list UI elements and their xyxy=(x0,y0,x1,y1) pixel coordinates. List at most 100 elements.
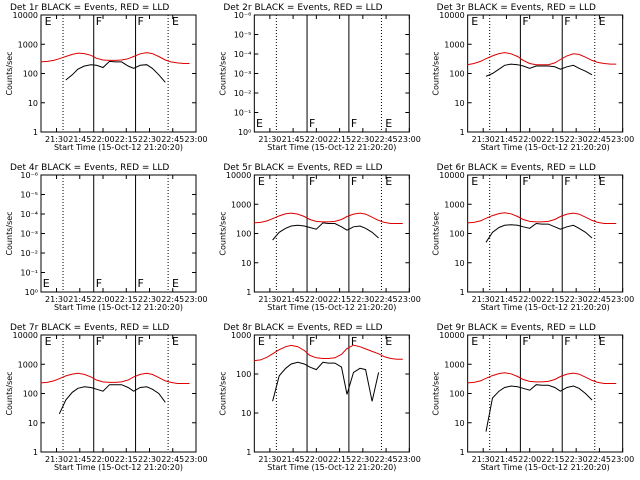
y-tick-label: 1 xyxy=(460,448,465,457)
series-line-red xyxy=(40,372,190,384)
x-tick-label: 21:45 xyxy=(282,295,305,304)
y-tick-label: 1000 xyxy=(444,200,464,209)
plot-frame xyxy=(467,14,624,133)
x-tick-label: 22:45 xyxy=(588,295,611,304)
series-line-red xyxy=(467,372,617,384)
x-axis-label: Start Time (15-Oct-12 21:20:20) xyxy=(54,463,183,472)
x-tick-label: 22:30 xyxy=(565,135,588,144)
x-tick-label: 22:45 xyxy=(161,295,184,304)
y-tick-label: 10000 xyxy=(439,331,464,340)
flag-label: E xyxy=(599,15,606,28)
panel-title: Det 7r BLACK = Events, RED = LLD xyxy=(10,323,169,333)
x-tick-label: 22:15 xyxy=(541,135,564,144)
y-tick-label: 10⁻¹ xyxy=(234,109,252,118)
y-tick-label: 1 xyxy=(460,128,465,137)
x-tick-label: 21:45 xyxy=(68,295,91,304)
detector-panel-4: Det 4r BLACK = Events, RED = LLD 10⁰ 10⁻¹ 1… xyxy=(5,163,208,312)
y-tick-label: 10000 xyxy=(13,11,38,20)
flag-label: E xyxy=(599,335,606,348)
series-line-red xyxy=(40,52,190,64)
x-tick-label: 22:15 xyxy=(328,135,351,144)
y-tick-label: 1000 xyxy=(18,360,38,369)
panel-title: Det 2r BLACK = Events, RED = LLD xyxy=(223,3,382,13)
series-line-black xyxy=(272,361,380,402)
plot-frame xyxy=(467,174,624,293)
x-tick-label: 23:00 xyxy=(398,135,421,144)
y-axis-label: Counts/sec xyxy=(5,371,14,415)
x-tick-label: 22:15 xyxy=(115,135,138,144)
flag-label: E xyxy=(471,175,478,188)
detector-panel-1: Det 1r BLACK = Events, RED = LLD 1 10 100 10… xyxy=(5,3,208,152)
y-tick-label: 10 xyxy=(454,419,464,428)
x-tick-label: 22:45 xyxy=(588,135,611,144)
x-tick-label: 22:15 xyxy=(115,455,138,464)
y-tick-label: 1 xyxy=(246,288,251,297)
y-tick-label: 10⁻⁵ xyxy=(234,31,252,40)
x-tick-label: 21:30 xyxy=(45,455,68,464)
x-tick-label: 22:30 xyxy=(351,295,374,304)
y-tick-label: 10⁻⁶ xyxy=(234,11,252,20)
detector-panel-9: Det 9r BLACK = Events, RED = LLD 1 10 100 10… xyxy=(432,323,635,472)
x-tick-label: 22:15 xyxy=(541,295,564,304)
flag-label: F xyxy=(564,175,570,188)
x-tick-label: 22:45 xyxy=(375,135,398,144)
flag-label: F xyxy=(522,335,528,348)
x-tick-label: 23:00 xyxy=(398,455,421,464)
x-axis-label: Start Time (15-Oct-12 21:20:20) xyxy=(481,143,610,152)
y-tick-label: 10⁻³ xyxy=(20,230,38,239)
panel-title: Det 1r BLACK = Events, RED = LLD xyxy=(10,3,169,13)
x-tick-label: 22:00 xyxy=(305,455,328,464)
series-line-black xyxy=(272,222,379,241)
x-tick-label: 21:30 xyxy=(45,135,68,144)
x-axis-label: Start Time (15-Oct-12 21:20:20) xyxy=(267,143,396,152)
flag-label: E xyxy=(43,277,50,290)
flag-label: F xyxy=(138,277,144,290)
flag-label: F xyxy=(96,335,102,348)
panel-title: Det 9r BLACK = Events, RED = LLD xyxy=(437,323,596,333)
flag-label: F xyxy=(522,175,528,188)
plot-frame xyxy=(40,334,197,453)
x-axis-label: Start Time (15-Oct-12 21:20:20) xyxy=(54,303,183,312)
series-line-red xyxy=(254,344,403,362)
x-tick-label: 21:30 xyxy=(472,135,495,144)
y-axis-label: Counts/sec xyxy=(5,211,14,255)
y-tick-label: 10 xyxy=(28,419,38,428)
x-tick-label: 23:00 xyxy=(184,135,207,144)
flag-label: F xyxy=(96,277,102,290)
x-tick-label: 21:45 xyxy=(282,135,305,144)
panel-title: Det 5r BLACK = Events, RED = LLD xyxy=(223,163,382,173)
x-tick-label: 22:15 xyxy=(328,295,351,304)
x-tick-label: 21:45 xyxy=(68,135,91,144)
y-tick-label: 10000 xyxy=(439,171,464,180)
x-tick-label: 23:00 xyxy=(184,295,207,304)
x-tick-label: 23:00 xyxy=(398,295,421,304)
x-tick-label: 22:00 xyxy=(91,135,114,144)
y-tick-label: 100 xyxy=(23,390,38,399)
y-tick-label: 1000 xyxy=(231,200,251,209)
flag-label: E xyxy=(172,15,179,28)
series-line-black xyxy=(65,60,166,83)
x-tick-label: 22:00 xyxy=(91,455,114,464)
y-tick-label: 10 xyxy=(28,99,38,108)
x-tick-label: 22:45 xyxy=(375,455,398,464)
x-tick-label: 22:15 xyxy=(328,455,351,464)
y-axis-label: Counts/sec xyxy=(218,51,227,95)
series-line-red xyxy=(467,52,617,66)
x-tick-label: 22:00 xyxy=(518,135,541,144)
x-tick-label: 21:45 xyxy=(495,295,518,304)
y-tick-label: 10⁻¹ xyxy=(20,269,38,278)
panel-title: Det 4r BLACK = Events, RED = LLD xyxy=(10,163,169,173)
x-tick-label: 23:00 xyxy=(611,135,634,144)
x-tick-label: 21:30 xyxy=(258,295,281,304)
y-axis-label: Counts/sec xyxy=(432,371,441,415)
x-tick-label: 22:00 xyxy=(518,295,541,304)
flag-label: F xyxy=(351,117,357,130)
detector-panel-3: Det 3r BLACK = Events, RED = LLD 1 10 100 10… xyxy=(432,3,635,152)
x-tick-label: 22:30 xyxy=(138,135,161,144)
x-tick-label: 22:30 xyxy=(565,455,588,464)
flag-label: E xyxy=(172,335,179,348)
panel-title: Det 3r BLACK = Events, RED = LLD xyxy=(437,3,596,13)
y-tick-label: 10⁰ xyxy=(25,288,38,297)
x-tick-label: 23:00 xyxy=(611,295,634,304)
